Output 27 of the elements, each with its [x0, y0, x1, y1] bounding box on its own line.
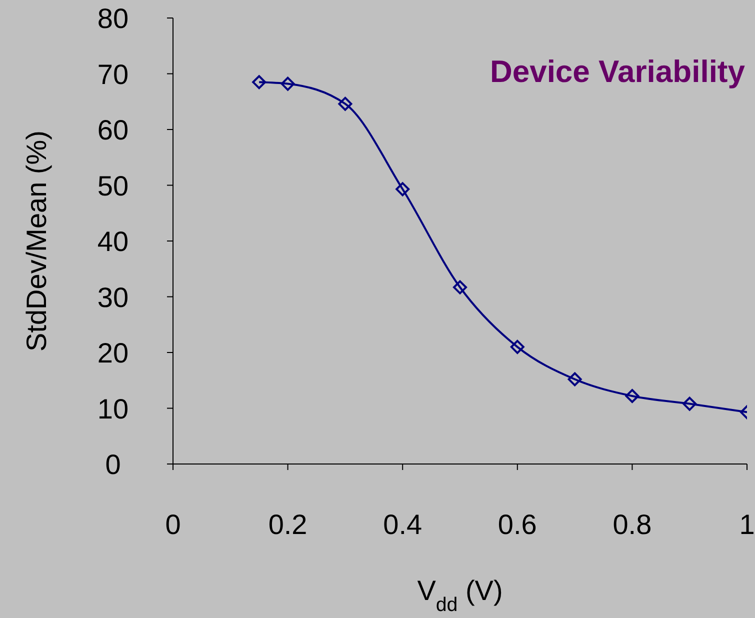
- x-tick-label: 0.4: [383, 509, 422, 540]
- y-tick-label: 0: [105, 449, 121, 480]
- x-tick-label: 0.8: [612, 509, 652, 540]
- x-tick-label: 0.6: [498, 509, 537, 540]
- y-tick-label: 80: [97, 3, 129, 34]
- y-tick-label: 20: [97, 338, 129, 368]
- y-tick-label: 70: [97, 58, 129, 90]
- y-axis-title: StdDev/Mean (%): [21, 130, 52, 352]
- y-tick-label: 50: [97, 170, 129, 202]
- point: [280, 76, 295, 91]
- y-tick-label: 10: [97, 393, 129, 424]
- point: [453, 280, 467, 294]
- point: [568, 372, 582, 386]
- text: Device Variability: [490, 54, 746, 89]
- point: [682, 396, 697, 411]
- x-tick-label: 1: [739, 509, 755, 540]
- x-axis-title: V$_{dd}$ (V): [417, 575, 503, 616]
- point: [252, 75, 266, 90]
- point: [510, 340, 524, 354]
- x-tick-label: 0: [165, 509, 181, 540]
- point: [625, 388, 640, 403]
- y-tick-label: 60: [97, 114, 129, 146]
- x-tick-label: 0.2: [268, 509, 308, 540]
- y-tick-label: 30: [97, 282, 129, 313]
- y-tick-label: 40: [97, 226, 129, 257]
- point: [396, 182, 410, 196]
- point: [338, 96, 352, 111]
